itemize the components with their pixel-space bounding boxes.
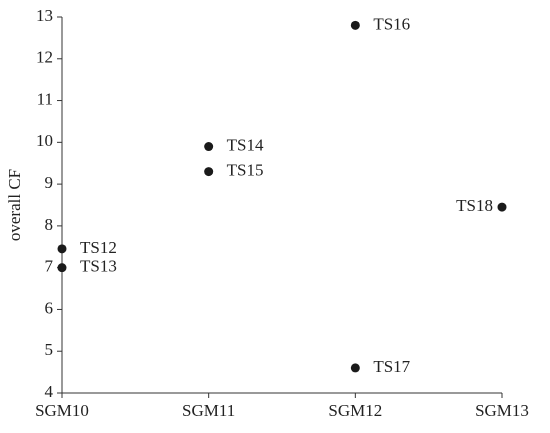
point-label: TS18 bbox=[456, 196, 493, 215]
y-tick-label: 7 bbox=[45, 257, 54, 276]
point-label: TS13 bbox=[80, 257, 117, 276]
y-tick-label: 6 bbox=[45, 298, 54, 317]
y-tick-label: 12 bbox=[36, 48, 53, 67]
point-label: TS12 bbox=[80, 238, 117, 257]
y-tick-label: 10 bbox=[36, 131, 53, 150]
point bbox=[57, 244, 67, 254]
point bbox=[57, 263, 67, 273]
y-tick-label: 5 bbox=[45, 340, 54, 359]
x-tick-label: SGM13 bbox=[475, 401, 529, 420]
y-tick-label: 11 bbox=[37, 89, 53, 108]
y-axis-label: overall CF bbox=[5, 169, 24, 241]
point bbox=[497, 202, 507, 212]
point bbox=[350, 20, 360, 30]
y-tick-label: 13 bbox=[36, 6, 53, 25]
point bbox=[204, 142, 214, 152]
x-tick-label: SGM11 bbox=[182, 401, 235, 420]
y-tick-label: 9 bbox=[45, 173, 54, 192]
y-tick-label: 8 bbox=[45, 215, 54, 234]
point-label: TS14 bbox=[227, 135, 264, 154]
point-label: TS17 bbox=[373, 357, 410, 376]
x-tick-label: SGM12 bbox=[328, 401, 382, 420]
y-tick-label: 4 bbox=[45, 382, 54, 401]
x-tick-label: SGM10 bbox=[35, 401, 89, 420]
point-label: TS16 bbox=[373, 14, 410, 33]
point bbox=[350, 363, 360, 373]
point-label: TS15 bbox=[227, 160, 264, 179]
point bbox=[204, 167, 214, 177]
